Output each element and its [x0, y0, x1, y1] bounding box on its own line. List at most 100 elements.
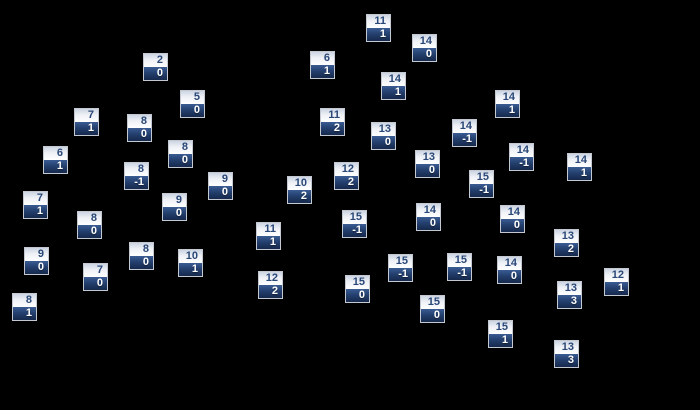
card-bottom-value: -1: [510, 157, 533, 170]
node-card[interactable]: 10 1: [178, 249, 203, 277]
node-card[interactable]: 14 1: [495, 90, 520, 118]
node-card[interactable]: 14 -1: [509, 143, 534, 171]
node-card[interactable]: 15 1: [488, 320, 513, 348]
node-card[interactable]: 15 -1: [469, 170, 494, 198]
node-card[interactable]: 14 1: [381, 72, 406, 100]
card-bottom-value: 1: [568, 167, 591, 180]
card-bottom-value: 0: [416, 164, 439, 177]
card-top-value: 14: [498, 257, 521, 270]
card-top-value: 14: [568, 154, 591, 167]
node-card[interactable]: 12 2: [258, 271, 283, 299]
card-bottom-value: 0: [144, 67, 167, 80]
card-bottom-value: 1: [311, 65, 334, 78]
card-top-value: 7: [24, 192, 47, 205]
card-bottom-value: 1: [489, 334, 512, 347]
card-top-value: 13: [372, 123, 395, 136]
card-bottom-value: 0: [413, 48, 436, 61]
node-card[interactable]: 14 1: [567, 153, 592, 181]
card-bottom-value: 0: [84, 277, 107, 290]
node-card[interactable]: 14 0: [500, 205, 525, 233]
card-bottom-value: 1: [75, 122, 98, 135]
card-bottom-value: 2: [259, 285, 282, 298]
card-top-value: 9: [209, 173, 232, 186]
node-card[interactable]: 8 -1: [124, 162, 149, 190]
card-bottom-value: 2: [288, 190, 311, 203]
node-card[interactable]: 15 -1: [342, 210, 367, 238]
card-bottom-value: 1: [382, 86, 405, 99]
node-card[interactable]: 15 0: [345, 275, 370, 303]
card-bottom-value: 0: [501, 219, 524, 232]
node-card[interactable]: 15 -1: [388, 254, 413, 282]
card-bottom-value: 0: [169, 154, 192, 167]
card-top-value: 13: [558, 282, 581, 295]
card-bottom-value: 0: [181, 104, 204, 117]
node-card[interactable]: 11 1: [366, 14, 391, 42]
node-card[interactable]: 15 -1: [447, 253, 472, 281]
node-card[interactable]: 14 0: [497, 256, 522, 284]
node-card[interactable]: 14 0: [416, 203, 441, 231]
card-bottom-value: 0: [372, 136, 395, 149]
card-bottom-value: 0: [209, 186, 232, 199]
card-bottom-value: 1: [13, 307, 36, 320]
card-top-value: 12: [259, 272, 282, 285]
card-top-value: 11: [257, 223, 280, 236]
card-top-value: 9: [25, 248, 48, 261]
node-card[interactable]: 13 3: [554, 340, 579, 368]
card-top-value: 7: [75, 109, 98, 122]
card-top-value: 2: [144, 54, 167, 67]
card-bottom-value: 0: [346, 289, 369, 302]
card-top-value: 6: [44, 147, 67, 160]
node-card[interactable]: 13 0: [371, 122, 396, 150]
node-card[interactable]: 10 2: [287, 176, 312, 204]
card-top-value: 14: [510, 144, 533, 157]
card-top-value: 14: [382, 73, 405, 86]
node-card[interactable]: 15 0: [420, 295, 445, 323]
card-bottom-value: 0: [417, 217, 440, 230]
card-top-value: 15: [389, 255, 412, 268]
card-top-value: 13: [416, 151, 439, 164]
node-card[interactable]: 11 2: [320, 108, 345, 136]
card-bottom-value: 1: [257, 236, 280, 249]
card-top-value: 15: [470, 171, 493, 184]
node-card[interactable]: 12 2: [334, 162, 359, 190]
node-card[interactable]: 13 0: [415, 150, 440, 178]
node-card[interactable]: 11 1: [256, 222, 281, 250]
node-card[interactable]: 14 0: [412, 34, 437, 62]
card-bottom-value: -1: [125, 176, 148, 189]
card-top-value: 6: [311, 52, 334, 65]
card-bottom-value: 0: [128, 128, 151, 141]
card-top-value: 11: [367, 15, 390, 28]
card-bottom-value: 2: [335, 176, 358, 189]
card-top-value: 10: [179, 250, 202, 263]
node-card[interactable]: 13 3: [557, 281, 582, 309]
card-bottom-value: -1: [448, 267, 471, 280]
card-bottom-value: -1: [389, 268, 412, 281]
card-top-value: 8: [13, 294, 36, 307]
card-top-value: 15: [448, 254, 471, 267]
card-top-value: 15: [346, 276, 369, 289]
card-top-value: 15: [421, 296, 444, 309]
node-card[interactable]: 12 1: [604, 268, 629, 296]
card-bottom-value: -1: [453, 133, 476, 146]
node-card[interactable]: 14 -1: [452, 119, 477, 147]
card-top-value: 8: [169, 141, 192, 154]
node-card[interactable]: 13 2: [554, 229, 579, 257]
card-top-value: 12: [335, 163, 358, 176]
card-top-value: 14: [453, 120, 476, 133]
